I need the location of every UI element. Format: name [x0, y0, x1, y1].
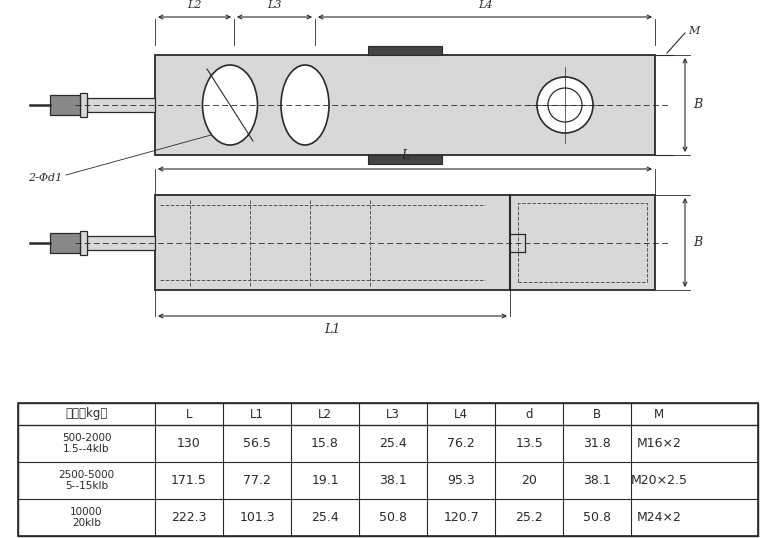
Text: L4: L4 — [454, 407, 468, 421]
Text: 25.2: 25.2 — [515, 511, 543, 524]
Bar — [18, 403, 758, 536]
Text: 2500-5000
5--15klb: 2500-5000 5--15klb — [58, 470, 115, 491]
Text: M16×2: M16×2 — [637, 437, 682, 450]
Text: 2-Φd1: 2-Φd1 — [28, 173, 62, 183]
Ellipse shape — [202, 65, 257, 145]
Text: 500-2000
1.5--4klb: 500-2000 1.5--4klb — [62, 433, 111, 454]
Text: M: M — [654, 407, 664, 421]
Text: B: B — [594, 407, 601, 421]
Text: 171.5: 171.5 — [171, 474, 207, 487]
Bar — [368, 155, 442, 164]
Text: 56.5: 56.5 — [243, 437, 271, 450]
Text: 130: 130 — [177, 437, 201, 450]
Text: 222.3: 222.3 — [171, 511, 207, 524]
Text: 19.1: 19.1 — [312, 474, 339, 487]
Text: 38.1: 38.1 — [379, 474, 407, 487]
Text: M24×2: M24×2 — [637, 511, 682, 524]
Text: 77.2: 77.2 — [243, 474, 271, 487]
Text: L2: L2 — [318, 407, 332, 421]
Text: B: B — [693, 98, 702, 111]
Text: 50.8: 50.8 — [379, 511, 407, 524]
Bar — [80, 93, 87, 117]
Bar — [50, 95, 80, 115]
Text: L1: L1 — [325, 323, 341, 336]
Text: 76.2: 76.2 — [447, 437, 475, 450]
Text: 20: 20 — [522, 474, 537, 487]
Text: L3: L3 — [386, 407, 400, 421]
Bar — [155, 55, 655, 155]
Bar — [368, 46, 442, 55]
Text: 15.8: 15.8 — [312, 437, 339, 450]
Text: 量程（kg）: 量程（kg） — [65, 407, 108, 421]
Text: d: d — [525, 407, 533, 421]
Bar — [87, 98, 155, 112]
Bar — [18, 403, 758, 536]
Text: B: B — [693, 237, 702, 250]
Text: 95.3: 95.3 — [447, 474, 475, 487]
Text: 25.4: 25.4 — [312, 511, 339, 524]
Text: 101.3: 101.3 — [239, 511, 275, 524]
Bar — [518, 203, 647, 282]
Text: 38.1: 38.1 — [584, 474, 611, 487]
Bar — [50, 233, 80, 253]
Bar — [155, 195, 655, 290]
Text: 31.8: 31.8 — [584, 437, 611, 450]
Bar — [80, 231, 87, 255]
Text: M20×2.5: M20×2.5 — [631, 474, 687, 487]
Text: L: L — [401, 149, 409, 162]
Ellipse shape — [281, 65, 329, 145]
Circle shape — [537, 77, 593, 133]
Text: M: M — [688, 26, 699, 36]
Text: L: L — [186, 407, 192, 421]
Text: 50.8: 50.8 — [584, 511, 611, 524]
Text: 13.5: 13.5 — [515, 437, 543, 450]
Text: 120.7: 120.7 — [443, 511, 479, 524]
Circle shape — [548, 88, 582, 122]
Text: L4: L4 — [477, 0, 492, 10]
Bar — [87, 236, 155, 250]
Text: L1: L1 — [250, 407, 264, 421]
Text: 10000
20klb: 10000 20klb — [70, 507, 103, 528]
Text: L2: L2 — [188, 0, 202, 10]
Text: L3: L3 — [267, 0, 282, 10]
Text: 25.4: 25.4 — [379, 437, 407, 450]
